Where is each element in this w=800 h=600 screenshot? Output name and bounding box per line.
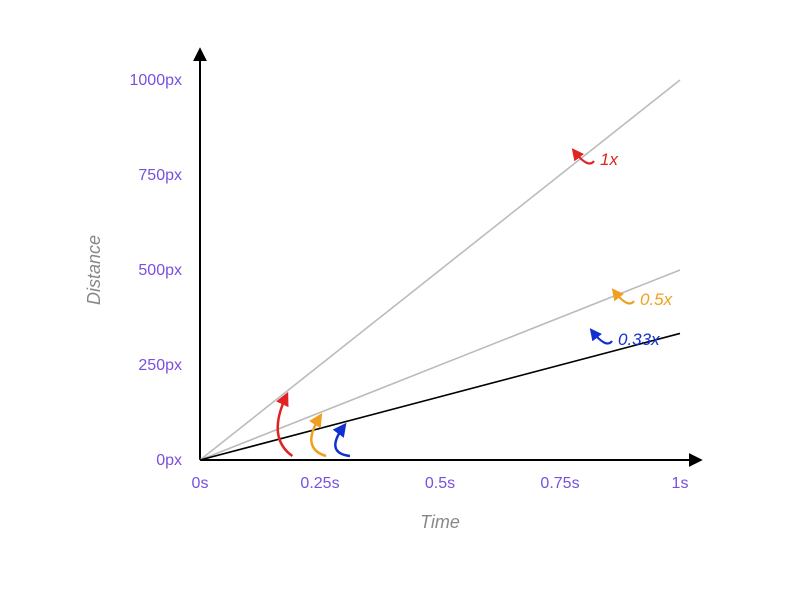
y-tick-label: 1000px xyxy=(130,72,183,89)
y-tick-label: 500px xyxy=(138,262,182,279)
x-tick-label: 1s xyxy=(672,475,689,492)
line-0-33x-annotation-label: 0.33x xyxy=(618,330,660,349)
x-tick-label: 0.5s xyxy=(425,475,455,492)
axes xyxy=(200,50,700,460)
x-tick-label: 0.75s xyxy=(540,475,579,492)
line-0-5x xyxy=(200,270,680,460)
x-tick-label: 0s xyxy=(192,475,209,492)
series-lines xyxy=(200,80,680,460)
line-1x xyxy=(200,80,680,460)
x-axis-label: Time xyxy=(420,512,460,532)
y-tick-label: 0px xyxy=(156,452,182,469)
line-0-5x-arrow xyxy=(311,417,326,457)
line-0-5x-annotation-label: 0.5x xyxy=(640,290,673,309)
x-axis-ticks: 0s 0.25s 0.5s 0.75s 1s xyxy=(192,475,689,492)
x-tick-label: 0.25s xyxy=(300,475,339,492)
y-axis-ticks: 0px 250px 500px 750px 1000px xyxy=(130,72,183,469)
y-axis-label: Distance xyxy=(84,235,104,305)
y-tick-label: 250px xyxy=(138,357,182,374)
y-tick-label: 750px xyxy=(138,167,182,184)
distance-time-chart: 0s 0.25s 0.5s 0.75s 1s 0px 250px 500px 750px 100… xyxy=(0,0,800,600)
series-annotations: 1x 0.5x 0.33x xyxy=(574,150,673,349)
line-0-33x-arrow xyxy=(335,426,350,456)
line-1x-annotation-label: 1x xyxy=(600,150,618,169)
line-0-33x-annotation-hook xyxy=(592,331,612,343)
line-0-33x xyxy=(200,333,680,460)
